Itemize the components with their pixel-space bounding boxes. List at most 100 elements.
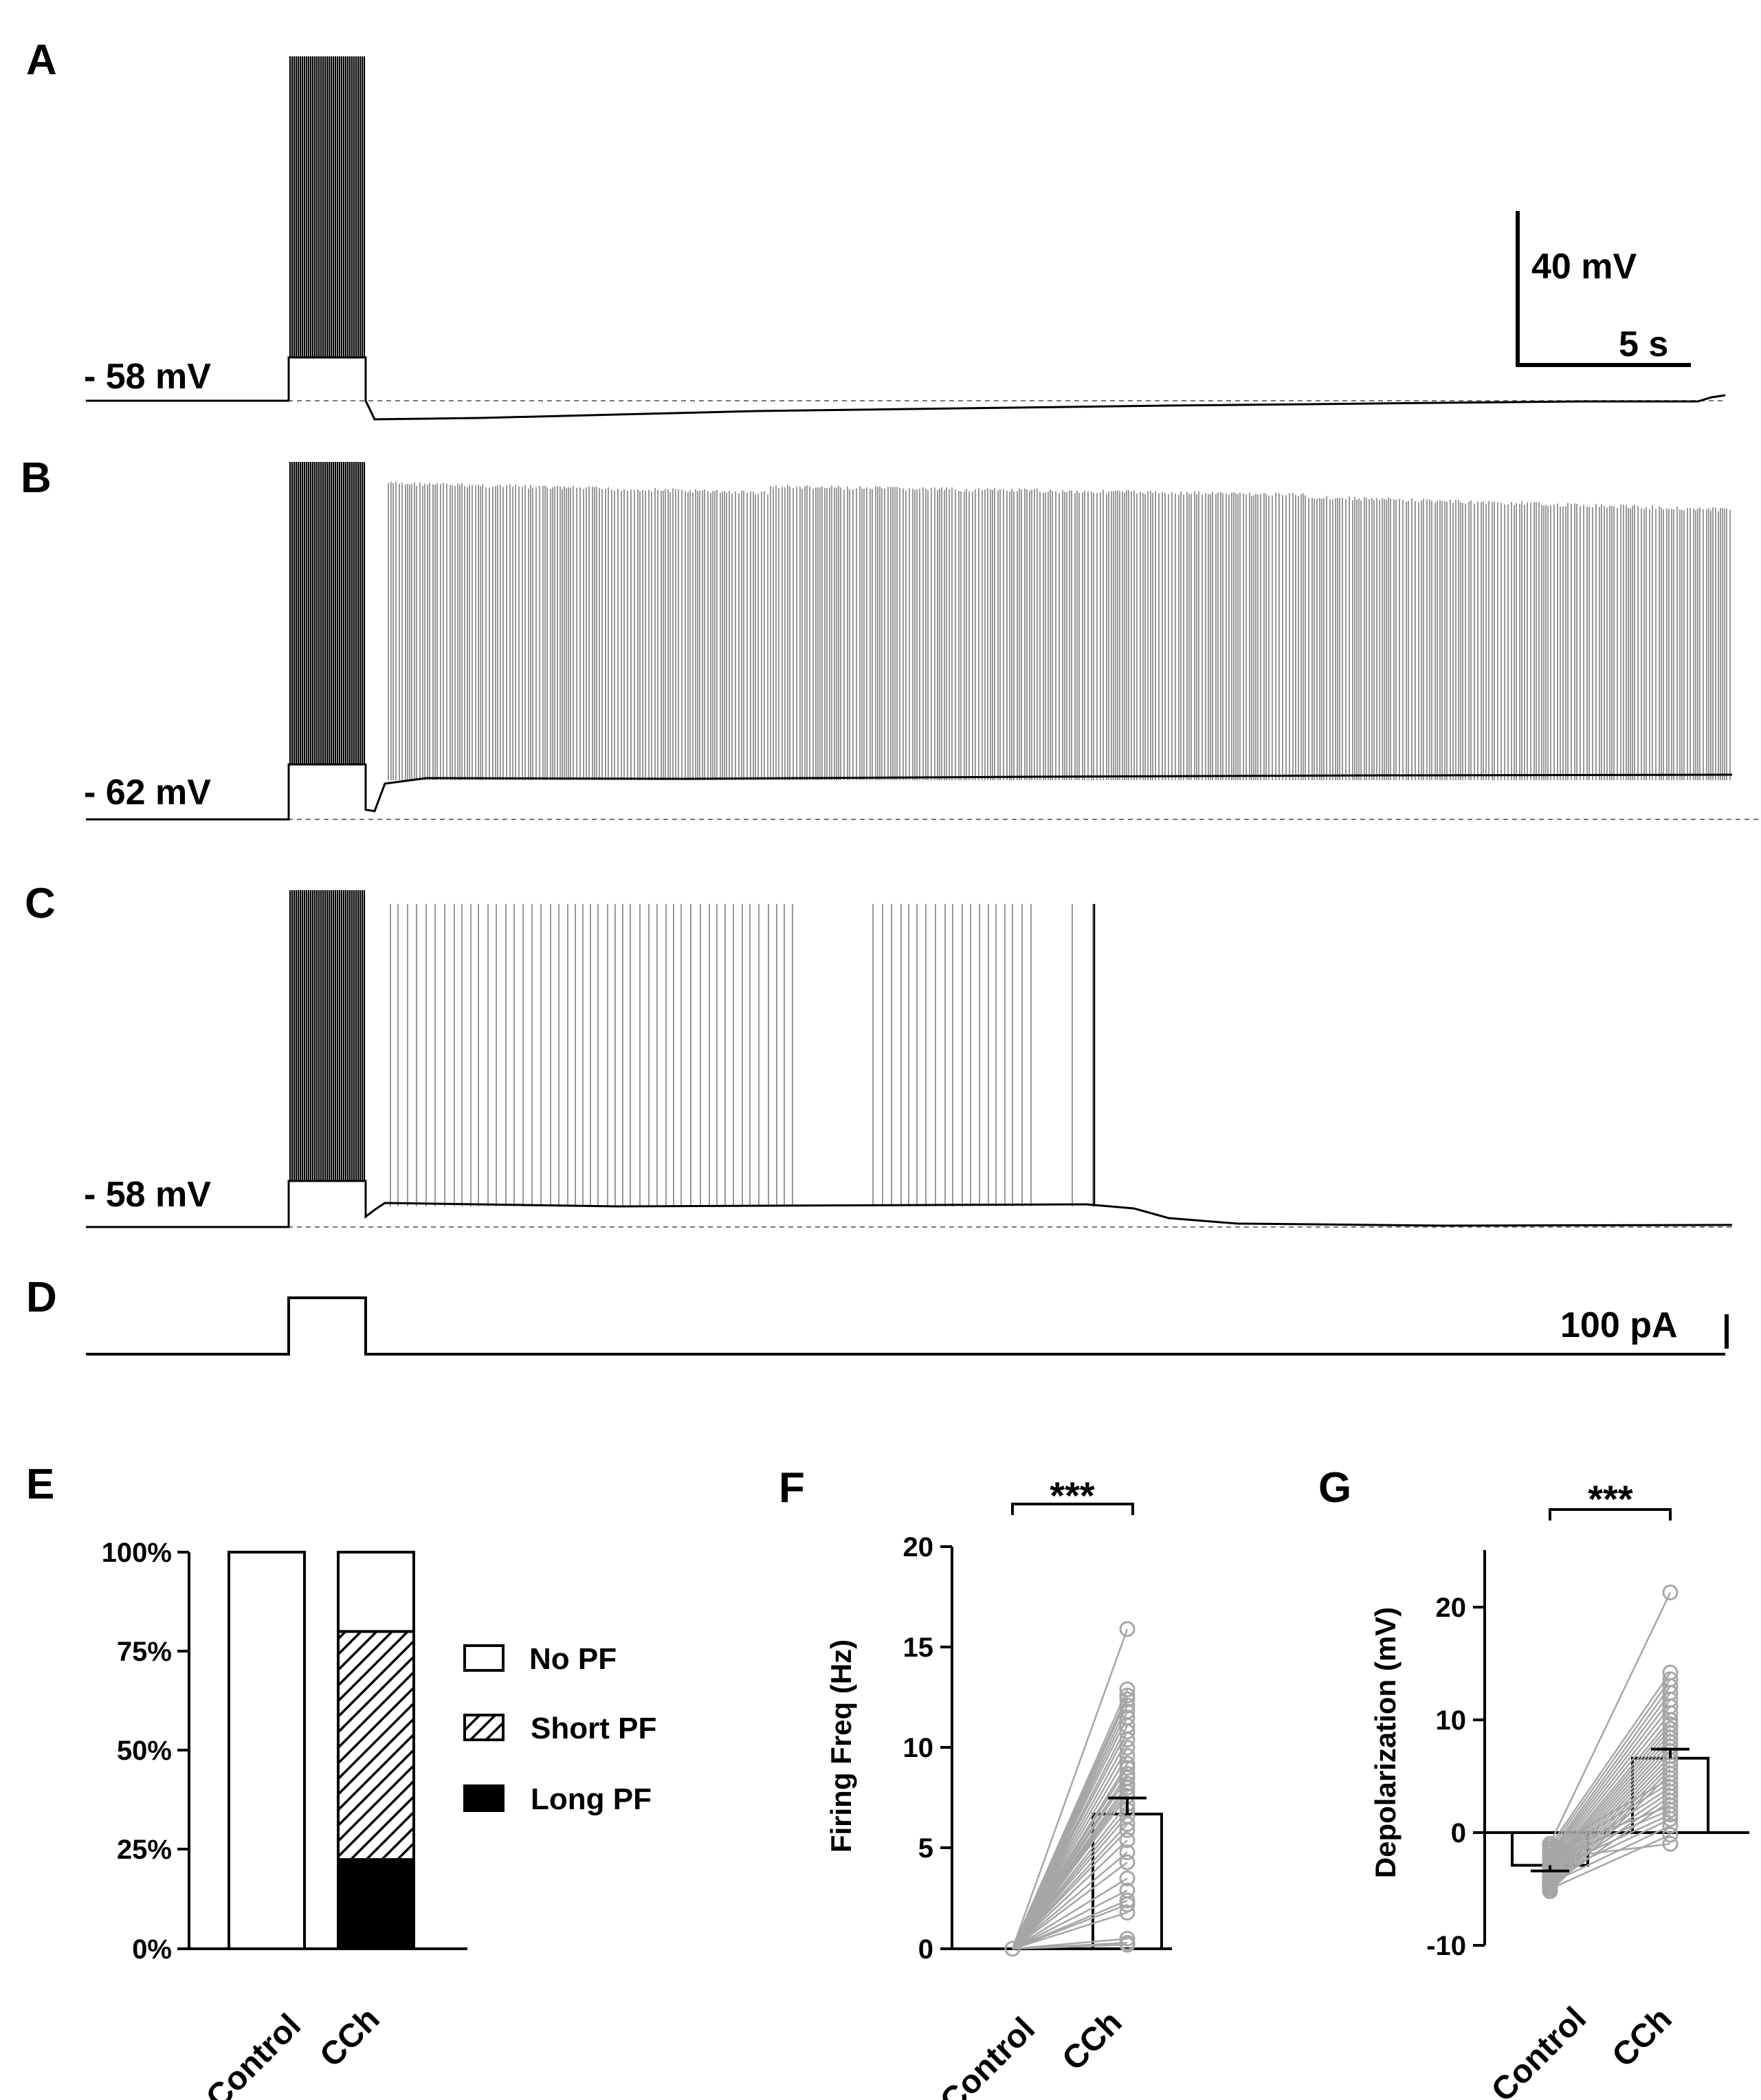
panel-c: C - 58 mV [25,880,1733,1228]
data-point [1119,1822,1136,1838]
paired-line [1549,1818,1671,1878]
paired-line [1012,1829,1128,1949]
panel-a-rmp-label: - 58 mV [84,357,211,397]
legend-swatch-no-pf [463,1644,505,1672]
paired-line [1549,1723,1671,1868]
data-point [1119,1854,1136,1870]
panel-a: A - 58 mV 40 mV 5 s [26,36,1726,421]
paired-line [1012,1890,1128,1950]
data-point [1662,1802,1679,1818]
paired-line [1549,1795,1671,1880]
data-point [1119,1936,1136,1953]
panel-g-y-ticks: 20 10 0 -10 [1426,1593,1485,1961]
panel-a-trace [86,356,1726,421]
panel-g-tick-label: 0 [1451,1818,1466,1848]
panel-f-xlabel-control: Control [933,2011,1042,2100]
paired-line [1012,1815,1128,1949]
panel-f-tick-label: 5 [918,1833,933,1864]
current-step-trace [86,1296,1725,1356]
stacked-bar-segment [337,1858,415,1951]
data-point [1662,1705,1679,1721]
paired-line [1549,1804,1671,1853]
panel-d: D 100 pA [26,1274,1729,1356]
panel-e-tick-label: 0% [132,1934,172,1965]
panel-e: E 100% 75% 50% 25% 0% Control CCh No [26,1461,656,2100]
paired-line [1549,1679,1672,1850]
paired-line [1012,1861,1128,1949]
panel-e-y-ticks: 100% 75% 50% 25% 0% [102,1538,189,1965]
data-point [1662,1584,1679,1601]
data-point [1662,1811,1679,1827]
current-scale-label: 100 pA [1560,1305,1678,1345]
panel-e-legend: No PF Short PF Long PF [463,1642,656,1816]
stacked-bar-segment [228,1551,306,1950]
stacked-bar-segment [337,1551,415,1633]
data-point [1662,1826,1679,1843]
paired-line [1549,1732,1671,1872]
data-point [1662,1835,1679,1852]
panel-g-label: G [1318,1464,1351,1512]
paired-line [1549,1592,1672,1844]
paired-line [1549,1791,1671,1873]
data-point [1119,1691,1136,1707]
panel-e-tick-label: 75% [117,1637,172,1667]
panel-c-label: C [25,880,56,927]
paired-line [1012,1903,1128,1950]
paired-line [1011,1628,1129,1949]
scalebar-time-label: 5 s [1619,324,1668,364]
paired-line [1549,1760,1671,1886]
data-point [1119,1816,1136,1833]
legend-label-short-pf: Short PF [531,1712,656,1745]
panel-e-tick-label: 25% [117,1835,172,1865]
paired-line [1549,1809,1671,1862]
data-point [1119,1844,1136,1861]
paired-line [1549,1719,1671,1865]
data-point [1119,1723,1136,1740]
legend-swatch-short-pf [463,1714,505,1741]
panel-f-label: F [779,1464,805,1512]
panel-b: B - 62 mV [21,454,1760,821]
data-point [1119,1892,1136,1909]
panel-c-trace [86,1180,1733,1228]
paired-line [1012,1912,1128,1950]
data-point [1119,1870,1136,1887]
panel-g-sig-label: *** [1588,1477,1633,1521]
data-point [1004,1941,1021,1957]
paired-line [1549,1692,1672,1856]
paired-line [1549,1728,1671,1870]
panel-g-tick-label: 20 [1436,1593,1467,1623]
paired-line [1549,1672,1672,1847]
data-point [1119,1776,1136,1792]
panel-e-xlabel-cch: CCh [313,2000,386,2074]
panel-a-label: A [26,36,57,84]
panel-f-tick-label: 10 [903,1733,934,1763]
panel-f-sig-bracket [1011,1503,1134,1515]
panel-g-xlabel-control: Control [1485,2000,1593,2100]
legend-label-no-pf: No PF [529,1642,617,1676]
paired-line [1549,1813,1671,1871]
panel-g-sig-bracket [1549,1508,1672,1521]
data-point [1542,1881,1558,1897]
paired-line [1549,1685,1672,1854]
data-point [1662,1817,1679,1834]
panel-e-tick-label: 100% [102,1538,172,1568]
panel-b-spike-train [289,462,366,764]
panel-f-ylabel: Firing Freq (Hz) [825,1639,857,1853]
panel-b-trace [86,763,1733,821]
stacked-bar-segment [337,1630,415,1861]
data-point [1119,1681,1136,1698]
paired-line [1549,1705,1671,1861]
panel-g-plot [1511,1584,1709,1899]
panel-c-rmp-label: - 58 mV [84,1175,211,1215]
panel-d-label: D [26,1274,57,1321]
data-point [1119,1930,1136,1947]
panel-g-tick-label: -10 [1426,1931,1466,1961]
panel-f-sig-label: *** [1050,1474,1095,1517]
panel-f: F Firing Freq (Hz) 20 15 10 5 0 *** Cont… [779,1464,1172,2100]
data-point [1119,1740,1136,1756]
panel-b-rmp-label: - 62 mV [84,773,211,813]
data-point [1119,1697,1136,1714]
paired-line [1012,1877,1128,1950]
panel-f-plot [1004,1621,1163,1957]
